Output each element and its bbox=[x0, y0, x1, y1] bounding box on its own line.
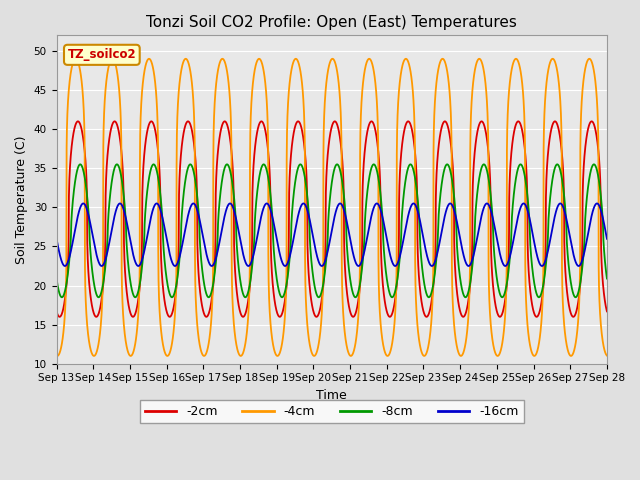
Legend: -2cm, -4cm, -8cm, -16cm: -2cm, -4cm, -8cm, -16cm bbox=[140, 400, 524, 423]
Title: Tonzi Soil CO2 Profile: Open (East) Temperatures: Tonzi Soil CO2 Profile: Open (East) Temp… bbox=[147, 15, 517, 30]
Y-axis label: Soil Temperature (C): Soil Temperature (C) bbox=[15, 135, 28, 264]
Text: TZ_soilco2: TZ_soilco2 bbox=[68, 48, 136, 61]
X-axis label: Time: Time bbox=[316, 389, 347, 402]
